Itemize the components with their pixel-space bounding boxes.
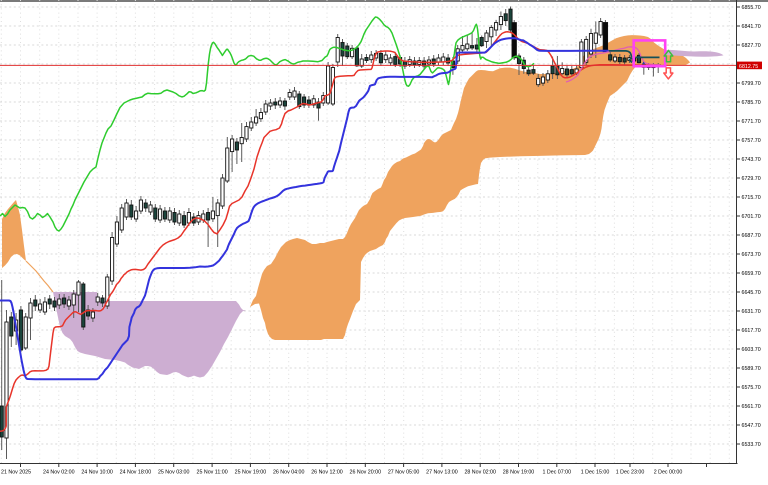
svg-text:6533.70: 6533.70 [742, 442, 761, 448]
svg-text:24 Nov 18:00: 24 Nov 18:00 [120, 470, 152, 476]
svg-text:6673.70: 6673.70 [742, 252, 761, 258]
svg-text:25 Nov 03:00: 25 Nov 03:00 [158, 470, 190, 476]
svg-text:6729.70: 6729.70 [742, 176, 761, 182]
svg-text:6603.70: 6603.70 [742, 347, 761, 353]
svg-text:6812.75: 6812.75 [739, 64, 758, 70]
svg-text:26 Nov 20:00: 26 Nov 20:00 [350, 470, 382, 476]
svg-text:25 Nov 19:00: 25 Nov 19:00 [235, 470, 267, 476]
svg-text:6561.70: 6561.70 [742, 404, 761, 410]
svg-text:6855.70: 6855.70 [742, 5, 761, 11]
svg-text:1 Dec 15:00: 1 Dec 15:00 [581, 470, 610, 476]
svg-text:2 Dec 00:00: 2 Dec 00:00 [654, 470, 683, 476]
svg-text:6687.70: 6687.70 [742, 233, 761, 239]
svg-text:6799.70: 6799.70 [742, 81, 761, 87]
svg-text:1 Dec 07:00: 1 Dec 07:00 [543, 470, 572, 476]
svg-text:6631.70: 6631.70 [742, 309, 761, 315]
svg-text:6701.70: 6701.70 [742, 214, 761, 220]
svg-text:25 Nov 11:00: 25 Nov 11:00 [197, 470, 228, 476]
svg-text:6757.70: 6757.70 [742, 138, 761, 144]
svg-text:6841.70: 6841.70 [742, 24, 761, 30]
svg-text:6659.70: 6659.70 [742, 271, 761, 277]
svg-text:6771.70: 6771.70 [742, 119, 761, 125]
svg-text:6617.70: 6617.70 [742, 328, 761, 334]
svg-text:21 Nov 2025: 21 Nov 2025 [1, 470, 31, 476]
svg-text:27 Nov 05:00: 27 Nov 05:00 [388, 470, 420, 476]
svg-text:6575.70: 6575.70 [742, 385, 761, 391]
svg-text:6645.70: 6645.70 [742, 290, 761, 296]
svg-text:6827.70: 6827.70 [742, 43, 761, 49]
svg-text:6589.70: 6589.70 [742, 366, 761, 372]
svg-text:6785.70: 6785.70 [742, 100, 761, 106]
svg-text:6547.70: 6547.70 [742, 423, 761, 429]
svg-text:1 Dec 23:00: 1 Dec 23:00 [616, 470, 645, 476]
svg-text:6743.70: 6743.70 [742, 157, 761, 163]
svg-text:28 Nov 19:00: 28 Nov 19:00 [503, 470, 535, 476]
svg-text:24 Nov 10:00: 24 Nov 10:00 [81, 470, 113, 476]
svg-text:27 Nov 13:00: 27 Nov 13:00 [426, 470, 458, 476]
svg-text:6715.70: 6715.70 [742, 195, 761, 201]
svg-text:28 Nov 02:00: 28 Nov 02:00 [464, 470, 496, 476]
svg-text:24 Nov 02:00: 24 Nov 02:00 [43, 470, 75, 476]
svg-text:26 Nov 12:00: 26 Nov 12:00 [311, 470, 343, 476]
svg-text:26 Nov 04:00: 26 Nov 04:00 [273, 470, 305, 476]
